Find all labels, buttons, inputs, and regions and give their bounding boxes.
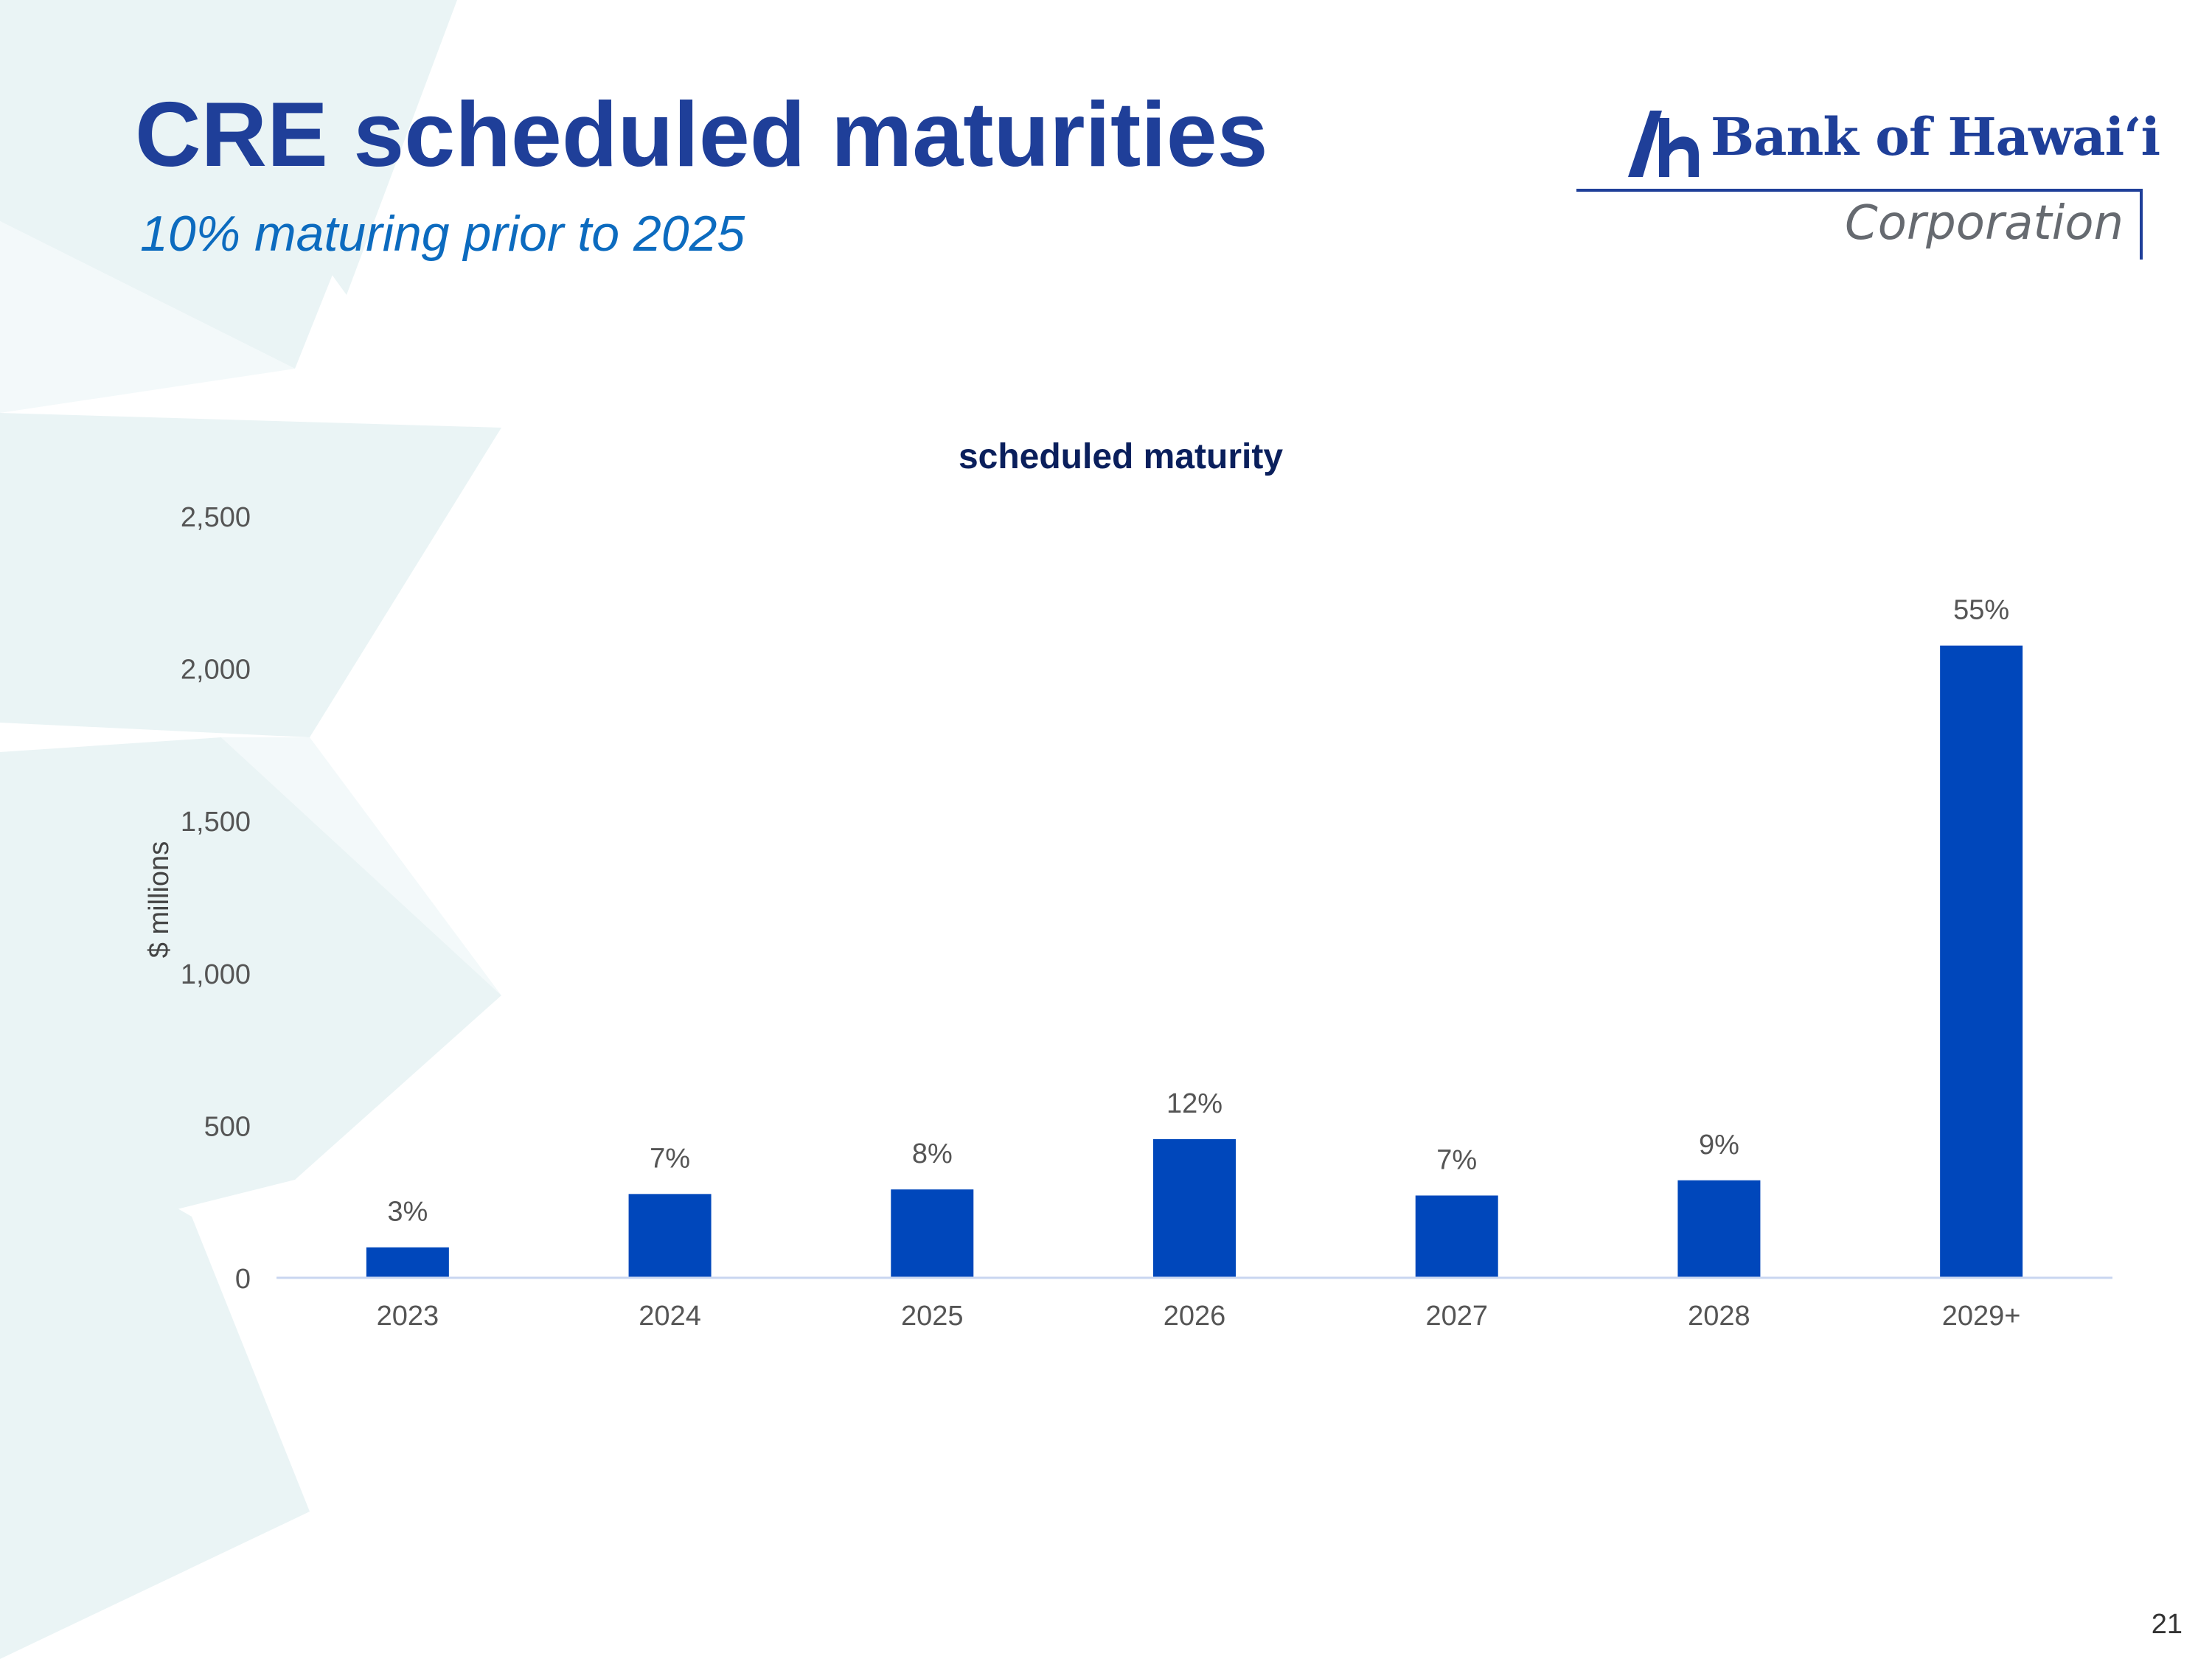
bank-logo-name: Bank of Hawaiʻi — [1711, 106, 2160, 167]
bar-2026 — [1153, 1138, 1236, 1278]
bar-2025 — [891, 1189, 974, 1278]
y-tick-label: 1,000 — [181, 959, 251, 990]
y-tick-label: 0 — [235, 1264, 251, 1295]
data-labels: 3% 7% 8% 12% 7% 9% 55% — [387, 595, 2009, 1228]
bar-2024 — [628, 1194, 712, 1278]
x-tick-label-2025: 2025 — [901, 1301, 964, 1332]
x-tick-label-2029+: 2029+ — [1942, 1301, 2021, 1332]
y-tick-label: 1,500 — [181, 807, 251, 838]
data-label-2029+: 55% — [1953, 595, 2009, 626]
page-title: CRE scheduled maturities — [135, 84, 1268, 186]
y-axis-ticks: 0 500 1,000 1,500 2,000 2,500 — [181, 502, 251, 1295]
bar-2023 — [366, 1247, 449, 1278]
bank-logo: Bank of Hawaiʻi Corporation — [1563, 96, 2160, 265]
x-tick-label-2023: 2023 — [377, 1301, 439, 1332]
data-label-2025: 8% — [912, 1138, 953, 1169]
y-tick-label: 2,000 — [181, 655, 251, 686]
page-number: 21 — [2151, 1609, 2183, 1640]
page-subtitle: 10% maturing prior to 2025 — [140, 206, 745, 262]
data-label-2028: 9% — [1699, 1130, 1739, 1161]
y-tick-label: 500 — [204, 1111, 251, 1142]
x-axis-ticks: 2023 2024 2025 2026 2027 2028 2029+ — [377, 1301, 2021, 1332]
data-label-2023: 3% — [387, 1197, 428, 1228]
x-tick-label-2024: 2024 — [639, 1301, 701, 1332]
bar-2028 — [1677, 1180, 1761, 1278]
data-label-2027: 7% — [1436, 1144, 1477, 1175]
bar-2027 — [1415, 1195, 1498, 1278]
x-tick-label-2028: 2028 — [1688, 1301, 1750, 1332]
bank-logo-subtitle: Corporation — [1845, 196, 2124, 251]
background-star-graphic — [0, 0, 501, 1659]
y-tick-label: 2,500 — [181, 502, 251, 533]
chart-title: scheduled maturity — [959, 437, 1283, 476]
bar-2029+ — [1940, 645, 2023, 1278]
x-tick-label-2026: 2026 — [1164, 1301, 1226, 1332]
y-axis-label: $ millions — [144, 841, 175, 958]
data-label-2024: 7% — [650, 1143, 690, 1174]
bar-series — [366, 645, 2023, 1278]
logo-divider-vertical — [2140, 189, 2143, 260]
bank-logo-mark-icon — [1628, 111, 1699, 177]
logo-divider-horizontal — [1576, 189, 2141, 192]
x-tick-label-2027: 2027 — [1425, 1301, 1488, 1332]
data-label-2026: 12% — [1166, 1088, 1222, 1119]
